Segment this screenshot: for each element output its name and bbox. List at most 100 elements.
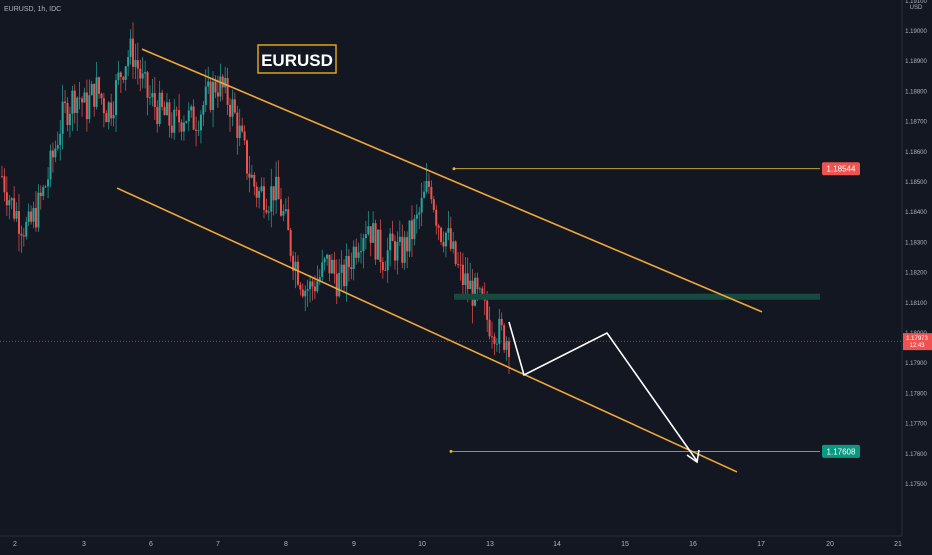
price-tick-label: 1.18200: [905, 271, 927, 277]
candle-down: [292, 255, 295, 272]
time-tick-label: 8: [284, 541, 288, 548]
candle-down: [13, 198, 16, 219]
candle-down: [175, 109, 178, 111]
candle-up: [396, 241, 399, 261]
currency-label: USD: [910, 5, 923, 11]
candle-down: [466, 273, 469, 290]
candle-down: [163, 106, 166, 116]
price-tick-label: 1.18300: [905, 240, 927, 246]
candle-up: [321, 262, 324, 277]
candle-up: [76, 97, 79, 113]
candle-up: [117, 72, 120, 81]
candle-down: [481, 288, 484, 298]
candle-down: [119, 72, 122, 78]
candle-up: [90, 83, 93, 96]
candle-up: [316, 281, 319, 292]
level-upper-anchor[interactable]: [452, 167, 456, 171]
candle-up: [185, 121, 188, 123]
time-tick-label: 7: [216, 541, 220, 548]
projection-path[interactable]: [508, 321, 698, 462]
price-axis[interactable]: 1.175001.176001.177001.178001.179001.180…: [905, 0, 927, 488]
candle-down: [347, 256, 350, 268]
candle-down: [287, 209, 290, 231]
candle-up: [425, 181, 428, 192]
time-axis[interactable]: 2 3 6 7 8 9 10 13 14 15 16 17 20 21: [13, 541, 902, 548]
candle-up: [294, 261, 297, 272]
candle-down: [503, 325, 506, 350]
candle-down: [255, 186, 258, 198]
candle-up: [444, 232, 447, 247]
candle-down: [195, 129, 198, 131]
candle-up: [260, 186, 263, 191]
candle-down: [98, 77, 101, 94]
candle-up: [464, 273, 467, 286]
price-tick-label: 1.18400: [905, 210, 927, 216]
candle-up: [318, 276, 321, 282]
candle-up: [151, 93, 154, 98]
candle-up: [398, 236, 401, 242]
price-tag-upper-text: 1.18544: [827, 165, 856, 174]
candle-up: [173, 109, 176, 133]
channel-lower-line[interactable]: [116, 187, 738, 473]
candle-up: [182, 122, 185, 132]
current-price-tag: 1.17973 12:43: [903, 333, 932, 351]
candle-down: [34, 207, 37, 228]
candle-up: [340, 264, 343, 273]
price-tick-label: 1.18800: [905, 89, 927, 95]
candle-up: [309, 281, 312, 290]
candle-down: [248, 173, 251, 178]
price-tag-lower: 1.17608: [822, 444, 860, 458]
price-tick-label: 1.18900: [905, 59, 927, 65]
resistance-zone[interactable]: [454, 293, 820, 300]
candle-up: [141, 73, 144, 79]
candle-down: [381, 261, 384, 271]
candle-up: [267, 211, 270, 213]
candle-down: [442, 242, 445, 247]
candle-up: [134, 60, 137, 67]
candle-down: [102, 98, 105, 114]
candle-up: [47, 179, 50, 187]
channel-upper-line[interactable]: [141, 48, 763, 313]
candle-up: [231, 99, 234, 117]
candle-down: [461, 264, 464, 286]
candle-up: [250, 174, 253, 178]
candle-up: [8, 200, 11, 206]
candle-down: [508, 341, 510, 358]
candle-down: [246, 140, 249, 174]
time-tick-label: 17: [757, 541, 765, 548]
price-tag-upper: 1.18544: [822, 162, 860, 176]
candle-down: [440, 227, 443, 243]
candle-down: [233, 99, 236, 113]
level-lower-anchor[interactable]: [449, 449, 453, 453]
candle-down: [476, 277, 479, 290]
candle-down: [343, 264, 346, 287]
candle-up: [129, 38, 132, 57]
candle-down: [272, 186, 275, 201]
candle-up: [362, 238, 365, 252]
candle-down: [299, 284, 302, 290]
candle-down: [214, 81, 217, 93]
candle-up: [326, 254, 329, 259]
candle-down: [301, 289, 304, 297]
candle-down: [379, 229, 382, 262]
candle-down: [493, 336, 496, 344]
candle-up: [338, 272, 341, 297]
current-price-value: 1.17973: [906, 336, 928, 342]
candle-down: [432, 199, 435, 210]
candle-down: [168, 102, 171, 126]
candle-up: [452, 241, 455, 249]
candle-down: [471, 280, 474, 306]
candle-down: [391, 233, 394, 242]
candle-down: [139, 68, 142, 79]
candle-up: [37, 192, 40, 228]
candle-up: [304, 290, 307, 297]
candle-down: [369, 226, 372, 243]
symbol-header: EURUSD, 1h, IDC: [4, 6, 61, 13]
candle-up: [224, 77, 227, 88]
candle-up: [447, 228, 450, 233]
candle-down: [393, 241, 396, 261]
candle-up: [187, 110, 190, 122]
candle-down: [100, 93, 103, 99]
